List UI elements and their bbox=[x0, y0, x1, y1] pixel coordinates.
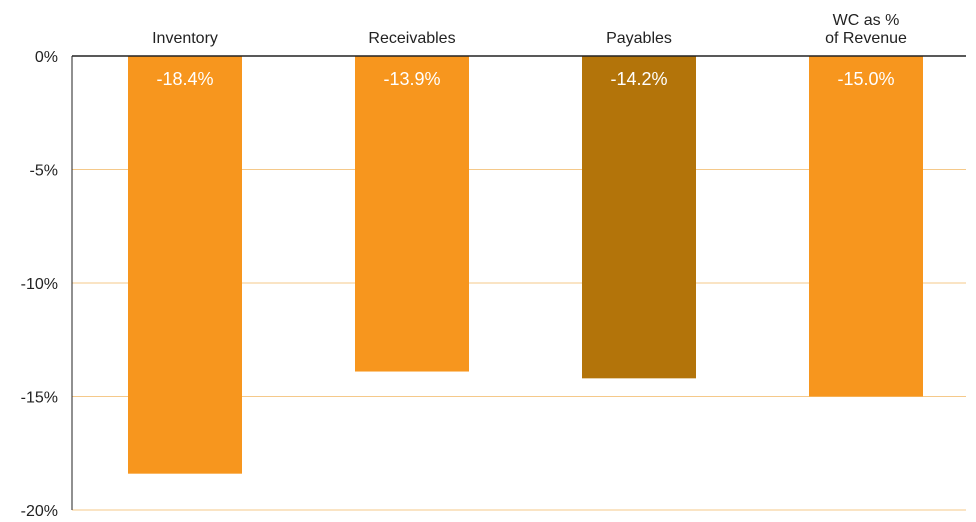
y-tick-label: -15% bbox=[21, 390, 58, 407]
y-axis-tick-labels: 0% -5% -10% -15% -20% bbox=[21, 49, 58, 520]
bars bbox=[128, 56, 923, 474]
bar-value-label: -18.4% bbox=[156, 69, 213, 89]
category-labels: Inventory Receivables Payables WC as % of Re… bbox=[152, 12, 907, 47]
bar bbox=[809, 56, 923, 397]
bar-value-label: -14.2% bbox=[610, 69, 667, 89]
category-label: Inventory bbox=[152, 30, 218, 47]
bar-value-label: -13.9% bbox=[383, 69, 440, 89]
category-label: WC as % of Revenue bbox=[825, 12, 907, 47]
category-label: Payables bbox=[606, 30, 672, 47]
y-tick-label: 0% bbox=[35, 49, 58, 66]
bar-value-label: -15.0% bbox=[837, 69, 894, 89]
y-tick-label: -10% bbox=[21, 276, 58, 293]
y-tick-label: -20% bbox=[21, 503, 58, 520]
bar bbox=[582, 56, 696, 379]
bar bbox=[355, 56, 469, 372]
y-tick-label: -5% bbox=[30, 163, 58, 180]
bar bbox=[128, 56, 242, 474]
value-labels: -18.4% -13.9% -14.2% -15.0% bbox=[156, 69, 894, 89]
category-label: Receivables bbox=[368, 30, 455, 47]
